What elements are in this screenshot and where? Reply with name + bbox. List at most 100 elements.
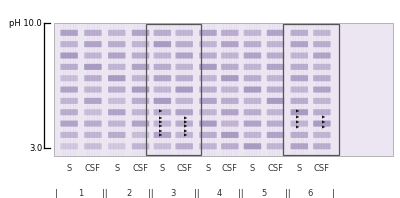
FancyBboxPatch shape <box>221 87 238 93</box>
FancyBboxPatch shape <box>313 30 331 36</box>
FancyBboxPatch shape <box>84 98 102 104</box>
Text: CSF: CSF <box>314 165 330 173</box>
FancyBboxPatch shape <box>108 121 126 127</box>
Text: S: S <box>205 165 211 173</box>
FancyBboxPatch shape <box>199 87 217 93</box>
FancyBboxPatch shape <box>267 64 284 70</box>
FancyBboxPatch shape <box>108 109 126 115</box>
FancyBboxPatch shape <box>132 30 149 36</box>
FancyBboxPatch shape <box>313 143 331 149</box>
FancyBboxPatch shape <box>267 30 284 36</box>
Text: ▶: ▶ <box>296 121 299 125</box>
Text: pH 10.0: pH 10.0 <box>9 19 42 28</box>
FancyBboxPatch shape <box>221 30 238 36</box>
FancyBboxPatch shape <box>199 143 217 149</box>
Text: |: | <box>54 189 58 198</box>
Text: 2: 2 <box>126 189 131 198</box>
FancyBboxPatch shape <box>199 132 217 138</box>
FancyBboxPatch shape <box>132 52 149 59</box>
FancyBboxPatch shape <box>199 41 217 47</box>
FancyBboxPatch shape <box>84 64 102 70</box>
FancyBboxPatch shape <box>60 98 78 104</box>
FancyBboxPatch shape <box>108 64 126 70</box>
FancyBboxPatch shape <box>108 75 126 81</box>
Text: ▶: ▶ <box>322 125 325 129</box>
FancyBboxPatch shape <box>154 109 171 115</box>
FancyBboxPatch shape <box>267 41 284 47</box>
FancyBboxPatch shape <box>132 132 149 138</box>
FancyBboxPatch shape <box>313 121 331 127</box>
FancyBboxPatch shape <box>84 132 102 138</box>
FancyBboxPatch shape <box>60 75 78 81</box>
FancyBboxPatch shape <box>244 52 261 59</box>
FancyBboxPatch shape <box>199 98 217 104</box>
FancyBboxPatch shape <box>313 109 331 115</box>
Text: 5: 5 <box>262 189 267 198</box>
FancyBboxPatch shape <box>313 41 331 47</box>
FancyBboxPatch shape <box>267 98 284 104</box>
FancyBboxPatch shape <box>221 41 238 47</box>
Text: ||: || <box>148 189 153 198</box>
Text: ▶: ▶ <box>159 129 162 133</box>
FancyBboxPatch shape <box>176 98 193 104</box>
Text: CSF: CSF <box>85 165 101 173</box>
Text: 6: 6 <box>307 189 313 198</box>
FancyBboxPatch shape <box>313 75 331 81</box>
FancyBboxPatch shape <box>244 30 261 36</box>
FancyBboxPatch shape <box>199 64 217 70</box>
FancyBboxPatch shape <box>244 64 261 70</box>
Text: 1: 1 <box>78 189 84 198</box>
FancyBboxPatch shape <box>84 52 102 59</box>
FancyBboxPatch shape <box>221 75 238 81</box>
FancyBboxPatch shape <box>60 64 78 70</box>
Text: S: S <box>160 165 165 173</box>
FancyBboxPatch shape <box>154 98 171 104</box>
FancyBboxPatch shape <box>60 143 78 149</box>
FancyBboxPatch shape <box>154 64 171 70</box>
FancyBboxPatch shape <box>176 121 193 127</box>
FancyBboxPatch shape <box>60 121 78 127</box>
FancyBboxPatch shape <box>84 30 102 36</box>
FancyBboxPatch shape <box>313 52 331 59</box>
FancyBboxPatch shape <box>313 132 331 138</box>
FancyBboxPatch shape <box>244 109 261 115</box>
FancyBboxPatch shape <box>290 41 308 47</box>
FancyBboxPatch shape <box>176 109 193 115</box>
FancyBboxPatch shape <box>132 75 149 81</box>
FancyBboxPatch shape <box>244 132 261 138</box>
FancyBboxPatch shape <box>244 41 261 47</box>
FancyBboxPatch shape <box>132 121 149 127</box>
Text: CSF: CSF <box>268 165 284 173</box>
FancyBboxPatch shape <box>176 30 193 36</box>
FancyBboxPatch shape <box>154 121 171 127</box>
FancyBboxPatch shape <box>132 41 149 47</box>
Text: ▶: ▶ <box>322 121 325 125</box>
FancyBboxPatch shape <box>176 41 193 47</box>
Text: |: | <box>332 189 335 198</box>
Text: ▶: ▶ <box>159 124 162 129</box>
FancyBboxPatch shape <box>313 87 331 93</box>
FancyBboxPatch shape <box>313 64 331 70</box>
FancyBboxPatch shape <box>221 52 238 59</box>
FancyBboxPatch shape <box>154 143 171 149</box>
Bar <box>283 24 338 155</box>
FancyBboxPatch shape <box>199 52 217 59</box>
Text: S: S <box>297 165 302 173</box>
FancyBboxPatch shape <box>313 98 331 104</box>
Text: S: S <box>250 165 255 173</box>
Text: CSF: CSF <box>176 165 192 173</box>
FancyBboxPatch shape <box>199 121 217 127</box>
FancyBboxPatch shape <box>132 64 149 70</box>
FancyBboxPatch shape <box>176 132 193 138</box>
FancyBboxPatch shape <box>290 98 308 104</box>
FancyBboxPatch shape <box>60 52 78 59</box>
FancyBboxPatch shape <box>176 75 193 81</box>
FancyBboxPatch shape <box>221 109 238 115</box>
Text: CSF: CSF <box>132 165 148 173</box>
FancyBboxPatch shape <box>108 143 126 149</box>
FancyBboxPatch shape <box>132 98 149 104</box>
FancyBboxPatch shape <box>108 98 126 104</box>
FancyBboxPatch shape <box>84 87 102 93</box>
FancyBboxPatch shape <box>176 87 193 93</box>
Text: ▶: ▶ <box>184 134 188 138</box>
